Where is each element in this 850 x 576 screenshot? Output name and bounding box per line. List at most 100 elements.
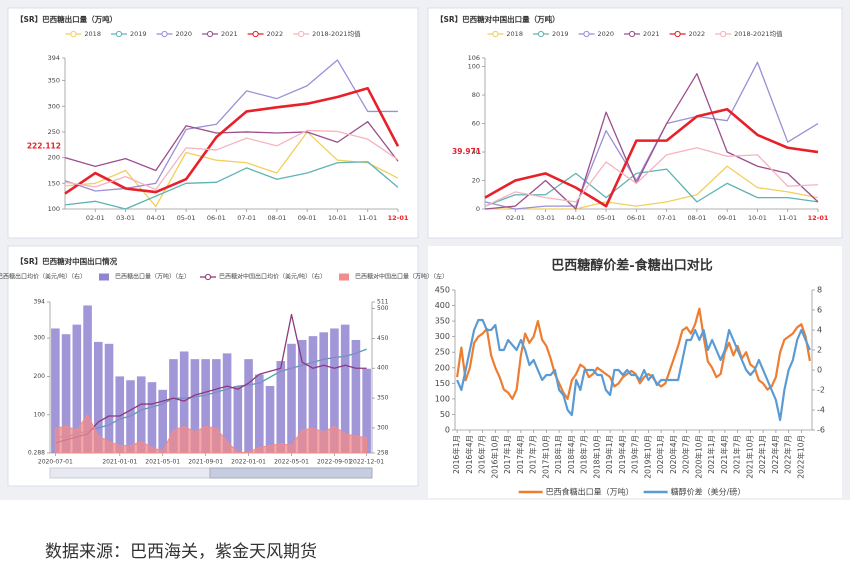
- bar: [255, 374, 264, 453]
- bar: [136, 376, 146, 453]
- x-tick-label: 02-01: [86, 214, 105, 222]
- legend-label: 2019: [130, 30, 147, 38]
- y-tick-label: 200: [435, 363, 450, 372]
- bar: [362, 368, 371, 453]
- legend-label: 2020: [598, 30, 615, 38]
- y2-tick-label: 8: [817, 286, 822, 295]
- y-tick-label: 250: [48, 128, 60, 136]
- y-tick-label: 350: [435, 317, 450, 326]
- legend-swatch: [674, 30, 681, 38]
- x-tick-label: 2021-09-01: [188, 459, 223, 466]
- x-tick-label: 2017年10月: [540, 435, 550, 479]
- y-tick-label: 100: [468, 63, 480, 71]
- y-tick-label: 40: [472, 148, 480, 156]
- legend-label: 2019: [552, 30, 569, 38]
- line: [484, 168, 819, 207]
- x-tick-label: 2021年4月: [719, 435, 729, 474]
- bar: [287, 343, 296, 453]
- legend-swatch: [115, 30, 123, 38]
- bar: [115, 376, 125, 453]
- x-tick-label: 2021年7月: [732, 435, 742, 474]
- x-tick-label: 12-01: [388, 214, 409, 222]
- x-tick-label: 04-01: [566, 214, 585, 222]
- y2-tick-label: 500: [377, 305, 389, 312]
- y-tick-label: 100: [48, 205, 60, 213]
- x-tick-label: 2022-09-01: [317, 459, 352, 466]
- y2-tick-label: 258: [377, 450, 389, 457]
- y2-tick-label: 300: [377, 424, 389, 431]
- y-tick-label: 100: [34, 411, 46, 418]
- footer-bg: [0, 500, 850, 572]
- x-tick-label: 2016年10月: [489, 435, 499, 479]
- zoom-handle[interactable]: [209, 467, 373, 479]
- y-tick-label: 200: [48, 154, 60, 162]
- legend-label: 巴西糖对中国出口均价（美元/吨）（右）: [219, 273, 326, 281]
- line: [64, 129, 399, 191]
- x-tick-label: 2019年4月: [617, 435, 627, 474]
- bar: [126, 380, 135, 453]
- y2-tick-label: -6: [817, 426, 825, 435]
- x-tick-label: 2022年10月: [795, 435, 805, 479]
- legend-label: 2021: [643, 30, 660, 38]
- y-tick-label: 250: [435, 348, 450, 357]
- y-tick-label: 450: [435, 286, 450, 295]
- legend-swatch: [206, 30, 214, 38]
- bar: [351, 339, 361, 453]
- x-tick-label: 2022-01-01: [231, 459, 266, 466]
- legend-swatch: [628, 30, 636, 38]
- pointer-label: 39.971: [452, 147, 481, 156]
- x-tick-label: 2017年7月: [528, 435, 538, 474]
- legend-swatch: [161, 30, 168, 38]
- bar: [308, 336, 318, 453]
- legend-label: 2021: [221, 30, 238, 38]
- x-tick-label: 2019年7月: [630, 435, 640, 474]
- bar: [212, 359, 221, 453]
- bar: [190, 359, 200, 453]
- bar: [201, 359, 210, 453]
- y2-tick-label: -2: [817, 386, 825, 395]
- x-tick-label: 07-01: [657, 214, 676, 222]
- legend-swatch: [252, 30, 259, 38]
- source-note: 数据来源：巴西海关，紫金天风期货: [45, 542, 317, 562]
- x-tick-label: 2022-05-01: [274, 459, 309, 466]
- x-tick-label: 10-01: [328, 214, 347, 222]
- legend-swatch: [98, 273, 109, 281]
- bar: [158, 389, 167, 453]
- bar: [233, 385, 243, 453]
- line: [64, 59, 398, 192]
- x-tick-label: 2020-07-01: [38, 459, 73, 466]
- chart-title: 【SR】巴西糖出口量（万吨）: [16, 14, 117, 24]
- y2-tick-label: 450: [377, 335, 389, 342]
- y-tick-label: 300: [48, 102, 60, 110]
- legend-label: 糖醇价差（美分/磅）: [671, 487, 746, 497]
- chart-title: 巴西糖醇价差-食糖出口对比: [551, 258, 712, 274]
- line: [484, 73, 819, 210]
- x-tick-label: 2022年4月: [770, 435, 780, 474]
- y-tick-label: 300: [34, 335, 46, 342]
- y2-tick-label: 2: [817, 346, 822, 355]
- x-tick-label: 11-01: [358, 214, 377, 222]
- bar: [340, 324, 350, 453]
- y-tick-label: 0: [445, 426, 450, 435]
- line: [485, 165, 819, 210]
- y-tick-label: 400: [435, 301, 450, 310]
- bar: [265, 385, 275, 453]
- x-tick-label: 04-01: [146, 214, 165, 222]
- legend-swatch: [70, 30, 77, 38]
- x-tick-label: 2016年7月: [477, 435, 487, 474]
- x-tick-label: 2018年10月: [591, 435, 601, 479]
- legend-label: 巴西糖出口量（万吨）（左）: [115, 273, 190, 281]
- bar: [330, 328, 339, 453]
- x-tick-label: 2020年10月: [693, 435, 703, 479]
- bar: [244, 359, 253, 453]
- bar: [297, 339, 307, 453]
- x-tick-label: 2022年7月: [783, 435, 793, 474]
- x-tick-label: 2020年4月: [668, 435, 678, 474]
- bar: [319, 332, 328, 453]
- area: [54, 413, 368, 454]
- x-tick-label: 07-01: [237, 214, 256, 222]
- y-tick-label: 350: [48, 77, 60, 85]
- legend-swatch: [720, 30, 727, 38]
- x-tick-label: 08-01: [267, 214, 286, 222]
